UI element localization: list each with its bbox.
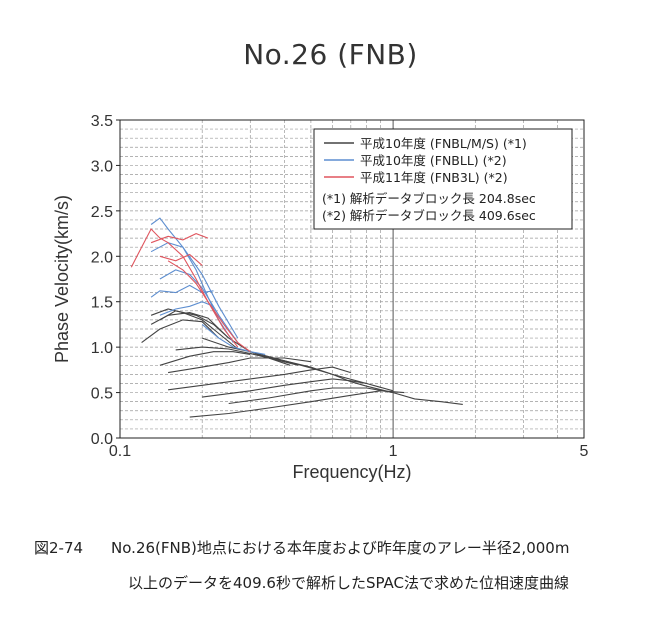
caption-line-2: 以上のデータを409.6秒で解析したSPAC法で求めた位相速度曲線 [128, 574, 570, 592]
plot-frame [119, 119, 585, 439]
series-line-gray-6 [159, 351, 251, 366]
page-title: No.26 (FNB) [243, 38, 418, 71]
x-tick-label: 0.1 [109, 443, 131, 460]
y-tick-label: 2.0 [91, 249, 113, 266]
series-line-gray-12 [189, 390, 405, 418]
legend-label: 平成10年度 (FNBL/M/S) (*1) [360, 136, 527, 151]
series-line-blue-16 [150, 284, 214, 298]
series-layer [130, 217, 463, 418]
y-tick-label: 3.0 [91, 158, 113, 175]
series-line-blue-18 [201, 323, 266, 355]
legend-label: 平成10年度 (FNBLL) (*2) [360, 153, 507, 168]
legend-label: 平成11年度 (FNB3L) (*2) [360, 170, 508, 185]
series-line-gray-5 [250, 352, 463, 405]
caption-prefix: 図2-74 [34, 539, 84, 557]
y-tick-label: 2.5 [91, 204, 113, 221]
y-tick-label: 1.0 [91, 340, 113, 357]
series-line-blue-15 [159, 269, 239, 343]
caption-text-1: No.26(FNB)地点における本年度および昨年度のアレー半径2,000m [111, 539, 570, 557]
series-line-gray-7 [168, 357, 311, 374]
y-tick-label: 1.5 [91, 295, 113, 312]
series-line-gray-9 [168, 366, 351, 391]
series-line-red-20 [150, 233, 209, 244]
x-tick-label: 5 [580, 443, 589, 460]
tick-layer: 0.0 0.5 1.0 1.5 2.0 2.5 3.0 3.5 0.1 1 5 [91, 113, 589, 460]
series-line-gray-0 [150, 308, 239, 350]
caption-line-1: 図2-74 No.26(FNB)地点における本年度および昨年度のアレー半径2,00… [34, 537, 569, 558]
phase-velocity-chart: 0.0 0.5 1.0 1.5 2.0 2.5 3.0 3.5 0.1 1 5 平成10年度 (FN… [52, 113, 589, 482]
legend-box [313, 128, 573, 230]
series-line-blue-17 [159, 301, 214, 316]
series-line-gray-8 [175, 346, 299, 366]
legend-note: (*1) 解析データブロック長 204.8sec [322, 191, 536, 206]
series-line-red-21 [159, 253, 203, 266]
series-line-gray-10 [202, 378, 367, 398]
y-axis-label: Phase Velocity(km/s) [52, 195, 72, 363]
x-tick-label: 1 [389, 443, 398, 460]
series-line-gray-2 [141, 319, 220, 344]
series-line-blue-13 [150, 217, 234, 343]
y-tick-label: 3.5 [91, 113, 113, 130]
series-line-gray-11 [228, 387, 394, 405]
series-line-red-19 [130, 228, 239, 348]
legend: 平成10年度 (FNBL/M/S) (*1) 平成10年度 (FNBLL) (*2… [313, 128, 573, 230]
legend-note: (*2) 解析データブロック長 409.6sec [322, 208, 536, 223]
y-tick-label: 0.5 [91, 386, 113, 403]
y-tick-label: 0.0 [91, 431, 113, 448]
series-line-blue-14 [150, 242, 239, 339]
series-line-red-22 [167, 260, 251, 353]
x-axis-label: Frequency(Hz) [292, 462, 411, 482]
